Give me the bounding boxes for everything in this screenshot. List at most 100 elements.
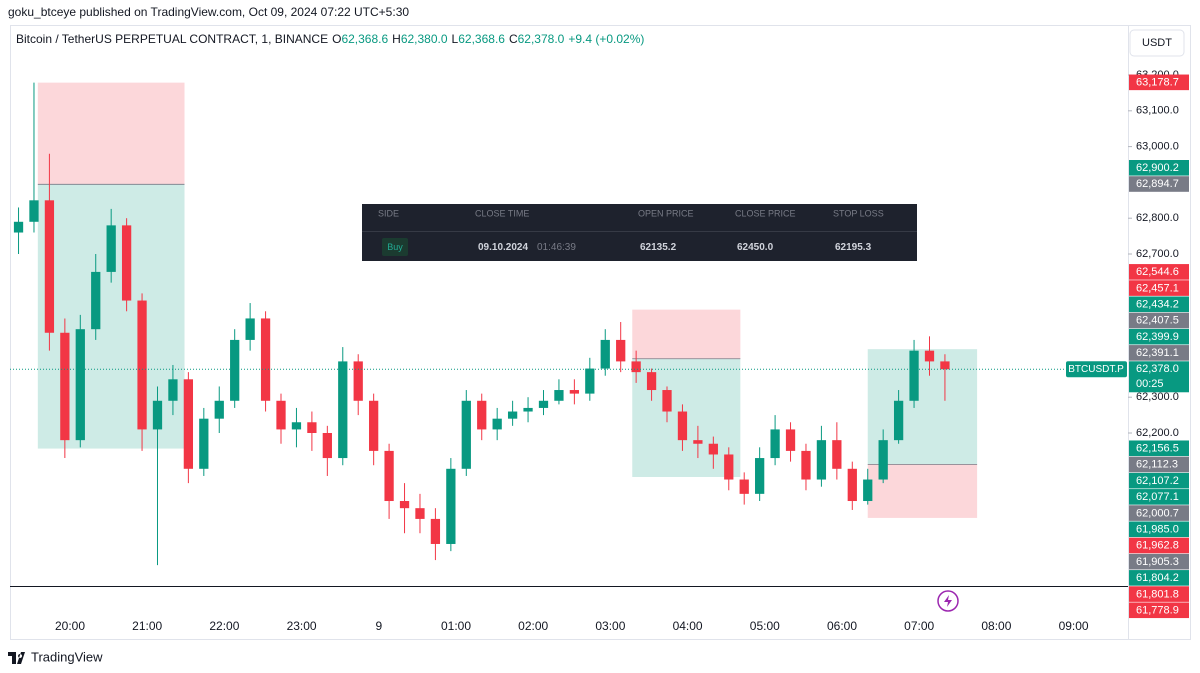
candle-body — [137, 300, 147, 430]
candle-body — [461, 400, 471, 469]
price-label-badge — [1129, 537, 1189, 554]
candle-body — [940, 361, 950, 370]
side-badge — [382, 238, 408, 256]
price-label-badge — [1129, 456, 1189, 473]
table-header[interactable]: STOP LOSS — [833, 208, 884, 218]
trade-table: SIDE CLOSE TIME OPEN PRICE CLOSE PRICE S… — [362, 204, 917, 261]
candle-body — [909, 350, 919, 401]
candle-body — [168, 379, 178, 401]
candle-body — [415, 508, 425, 519]
price-label-badge — [1129, 74, 1189, 91]
candle-body — [276, 400, 286, 430]
x-tick-label: 20:00 — [55, 619, 85, 633]
y-tick-label: 63,100.0 — [1136, 105, 1179, 117]
x-tick-label: 01:00 — [441, 619, 471, 633]
currency-label[interactable]: USDT — [1142, 37, 1172, 49]
symbol-legend: Bitcoin / TetherUS PERPETUAL CONTRACT, 1… — [16, 32, 644, 46]
published-line: goku_btceye published on TradingView.com… — [8, 5, 409, 19]
legend-part: C — [509, 32, 518, 46]
candle-body — [677, 411, 688, 441]
price-label-badge — [1129, 328, 1189, 345]
price-label: 62,544.6 — [1136, 266, 1179, 278]
pane-border — [10, 25, 1191, 640]
time-cell: 01:46:39 — [537, 242, 576, 253]
price-label: 61,801.8 — [1136, 588, 1179, 600]
symbol-badge-text: BTCUSDT.P — [1068, 364, 1124, 375]
x-tick-label: 02:00 — [518, 619, 548, 633]
candle-body — [538, 400, 549, 408]
price-label: 61,804.2 — [1136, 572, 1179, 584]
x-tick-label: 03:00 — [595, 619, 625, 633]
candle-body — [183, 379, 194, 469]
legend-part: 62,368.6 — [341, 32, 388, 46]
price-label-badge — [1129, 586, 1189, 602]
y-tick-label: 63,000.0 — [1136, 141, 1179, 153]
countdown-label: 00:25 — [1136, 378, 1164, 390]
candle-body — [307, 422, 317, 433]
y-tick-label: 62,700.0 — [1136, 248, 1179, 260]
event-icon[interactable] — [937, 590, 959, 612]
x-tick-label: 08:00 — [981, 619, 1011, 633]
x-tick-label: 22:00 — [209, 619, 239, 633]
side-cell: Buy — [387, 242, 403, 252]
price-label-badge — [1129, 570, 1189, 586]
candle-body — [863, 479, 873, 502]
price-label-badge — [1129, 296, 1189, 313]
candle-body — [430, 518, 441, 544]
footer-text: TradingView — [31, 649, 103, 664]
candle-body — [44, 200, 55, 333]
candle-body — [214, 400, 224, 419]
stop-zone — [37, 82, 185, 185]
price-label-badge — [1129, 521, 1189, 538]
candle-body — [816, 440, 827, 480]
currency-button[interactable] — [1129, 29, 1185, 57]
table-header[interactable]: SIDE — [378, 208, 399, 218]
candle-body — [739, 479, 749, 494]
price-label: 62,407.5 — [1136, 315, 1179, 327]
close-price-cell: 62450.0 — [737, 242, 774, 253]
candle-body — [260, 318, 271, 401]
logo-mark — [8, 652, 25, 664]
candle-body — [554, 390, 564, 401]
legend-part: 62,378.0 — [518, 32, 565, 46]
price-label-badge — [1129, 160, 1189, 176]
price-label: 62,107.2 — [1136, 475, 1179, 487]
marks — [10, 82, 1128, 566]
x-tick-label: 9 — [375, 619, 382, 633]
date-cell: 09.10.2024 — [478, 242, 528, 253]
table-header[interactable]: CLOSE PRICE — [735, 208, 796, 218]
stop-zone — [632, 309, 741, 359]
candle-body — [106, 225, 116, 272]
candle-body — [121, 225, 132, 301]
table-header[interactable]: CLOSE TIME — [475, 208, 529, 218]
price-label: 62,000.7 — [1136, 507, 1179, 519]
price-label: 62,399.9 — [1136, 331, 1179, 343]
candle-body — [523, 407, 533, 412]
x-tick-label: 06:00 — [827, 619, 857, 633]
candle-body — [662, 390, 672, 412]
candle-body — [569, 390, 580, 394]
candle-body — [338, 361, 348, 459]
legend-part: 62,380.0 — [401, 32, 448, 46]
last-price-badge — [1129, 361, 1189, 393]
price-label: 63,178.7 — [1136, 77, 1179, 89]
candle-body — [291, 422, 302, 430]
candle-body — [616, 339, 626, 362]
candle-body — [693, 440, 703, 444]
price-label-badge — [1129, 440, 1189, 457]
candle-body — [245, 318, 255, 340]
price-label-badge — [1129, 280, 1189, 296]
price-label-badge — [1129, 312, 1189, 329]
candle-body — [507, 411, 518, 419]
x-tick-label: 21:00 — [132, 619, 162, 633]
x-tick-label: 23:00 — [287, 619, 317, 633]
event-bolt[interactable] — [944, 595, 952, 607]
candle-body — [631, 361, 641, 373]
x-tick-label: 09:00 — [1059, 619, 1089, 633]
candle-body — [477, 400, 487, 430]
table-header[interactable]: OPEN PRICE — [638, 208, 694, 218]
candle-body — [924, 350, 935, 362]
candle-body — [60, 332, 70, 441]
candle-body — [893, 400, 904, 441]
